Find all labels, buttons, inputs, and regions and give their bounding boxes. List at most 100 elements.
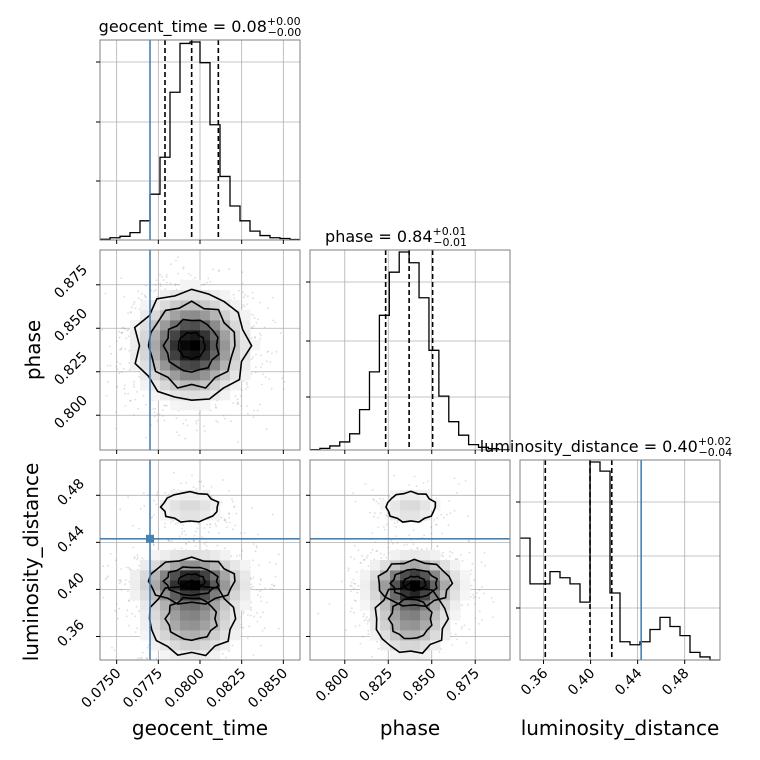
sample-point bbox=[250, 609, 253, 611]
sample-point bbox=[126, 329, 129, 332]
sample-point bbox=[138, 375, 141, 378]
sample-point bbox=[408, 484, 411, 486]
sample-point bbox=[144, 670, 146, 672]
sample-point bbox=[239, 532, 242, 534]
density-cell bbox=[210, 320, 221, 331]
density-cell bbox=[410, 560, 421, 571]
sample-point bbox=[119, 579, 122, 582]
density-cell bbox=[400, 560, 411, 571]
density-cell bbox=[200, 350, 211, 361]
density-cell bbox=[180, 380, 191, 391]
sample-point bbox=[451, 552, 454, 554]
density-cell bbox=[160, 390, 171, 401]
grid bbox=[310, 250, 510, 450]
x-tick-label: 0.0825 bbox=[204, 666, 250, 712]
sample-point bbox=[146, 657, 148, 660]
y-axis-label: phase bbox=[21, 320, 45, 380]
histogram-step bbox=[520, 461, 720, 661]
sample-point bbox=[127, 335, 130, 338]
sample-point bbox=[363, 612, 365, 615]
sample-point bbox=[237, 402, 239, 405]
sample-point bbox=[214, 523, 217, 525]
sample-point bbox=[91, 303, 93, 305]
density-cell bbox=[200, 370, 211, 381]
sample-point bbox=[473, 579, 475, 581]
sample-point bbox=[251, 507, 254, 509]
sample-point bbox=[162, 279, 165, 282]
sample-point bbox=[480, 619, 483, 621]
density-cell bbox=[370, 600, 381, 611]
sample-point bbox=[106, 576, 108, 579]
sample-point bbox=[258, 332, 261, 335]
sample-point bbox=[163, 404, 166, 407]
density-cell bbox=[230, 310, 241, 321]
sample-point bbox=[460, 554, 462, 556]
sample-point bbox=[470, 569, 473, 572]
density-cell bbox=[190, 650, 201, 660]
sample-point bbox=[253, 317, 256, 319]
sample-point bbox=[164, 404, 167, 407]
sample-point bbox=[163, 419, 166, 422]
density-cell bbox=[370, 570, 381, 581]
sample-point bbox=[107, 564, 109, 567]
density-cell bbox=[180, 340, 191, 351]
sample-point bbox=[259, 590, 261, 593]
contour-lines bbox=[133, 288, 253, 402]
sample-point bbox=[368, 511, 371, 514]
density-cell bbox=[400, 630, 411, 641]
density-cell bbox=[410, 500, 421, 511]
sample-point bbox=[253, 615, 256, 618]
sample-point bbox=[266, 351, 268, 353]
sample-point bbox=[363, 559, 366, 562]
sample-point bbox=[130, 311, 132, 314]
sample-point bbox=[416, 546, 419, 549]
sample-point bbox=[278, 569, 280, 571]
density-cell bbox=[200, 590, 211, 601]
contour-line bbox=[147, 556, 236, 605]
sample-point bbox=[442, 555, 444, 558]
sample-point bbox=[262, 611, 264, 614]
sample-point bbox=[271, 583, 273, 586]
sample-point bbox=[94, 337, 96, 339]
density-cell bbox=[390, 550, 401, 561]
density-cell bbox=[380, 560, 391, 571]
sample-point bbox=[118, 582, 121, 585]
sample-point bbox=[184, 419, 187, 421]
sample-point bbox=[359, 562, 362, 564]
density-cell bbox=[200, 640, 211, 651]
sample-point bbox=[168, 540, 171, 542]
density-cell bbox=[160, 620, 171, 631]
sample-point bbox=[138, 527, 141, 530]
sample-point bbox=[354, 500, 357, 503]
density-cell bbox=[160, 650, 171, 660]
sample-point bbox=[255, 353, 257, 356]
x-tick-label: 0.48 bbox=[659, 666, 692, 699]
sample-point bbox=[206, 281, 208, 284]
sample-point bbox=[233, 506, 235, 508]
sample-point bbox=[395, 668, 397, 670]
sample-point bbox=[235, 512, 238, 515]
sample-point bbox=[193, 539, 196, 542]
sample-point bbox=[259, 583, 261, 586]
density-cell bbox=[180, 350, 191, 361]
sample-point bbox=[167, 539, 170, 542]
sample-point bbox=[473, 596, 475, 599]
density-cell bbox=[220, 380, 231, 391]
sample-point bbox=[124, 348, 127, 350]
sample-point bbox=[197, 419, 199, 422]
density-cell bbox=[390, 560, 401, 571]
density-cell bbox=[180, 390, 191, 401]
density-cell bbox=[400, 650, 411, 660]
sample-point bbox=[242, 612, 245, 615]
density-cell bbox=[160, 360, 171, 371]
sample-point bbox=[217, 532, 220, 535]
sample-point bbox=[455, 492, 458, 494]
sample-point bbox=[470, 595, 472, 598]
sample-point bbox=[261, 363, 264, 365]
density-cell bbox=[210, 560, 221, 571]
sample-point bbox=[120, 348, 123, 351]
sample-point bbox=[461, 604, 463, 607]
sample-point bbox=[106, 365, 109, 367]
sample-point bbox=[365, 556, 368, 559]
sample-point bbox=[200, 480, 203, 483]
